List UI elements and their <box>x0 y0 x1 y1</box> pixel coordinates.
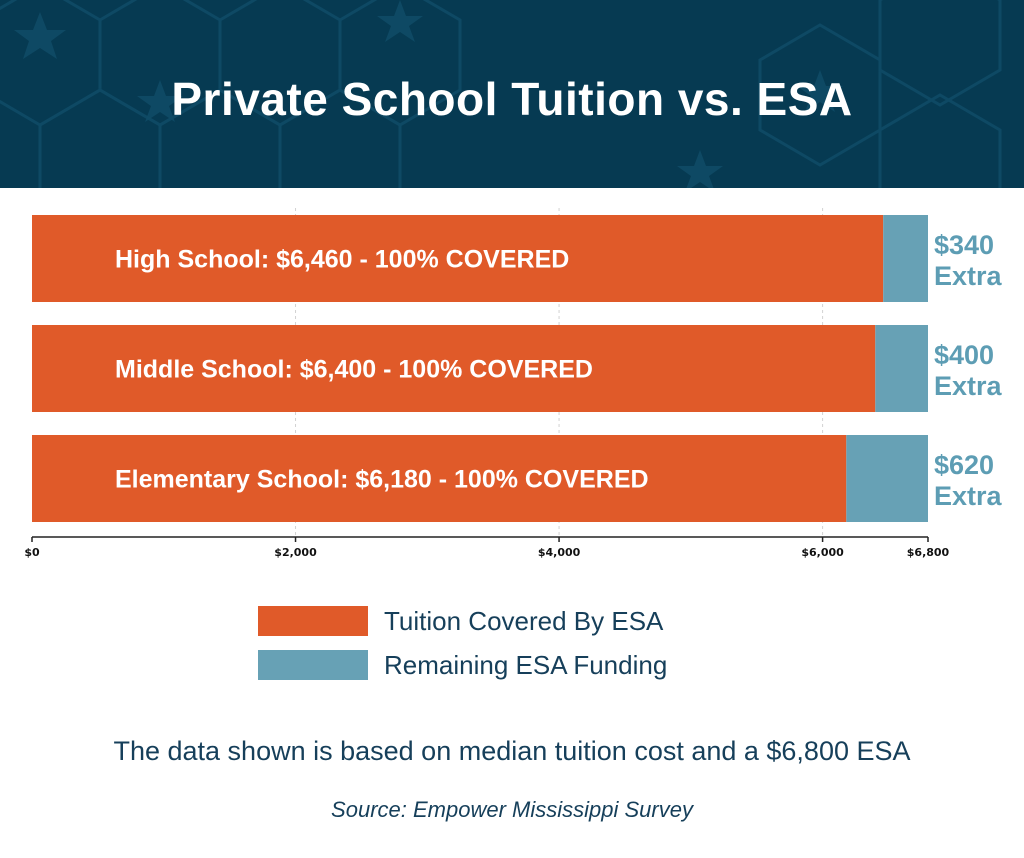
extra-amount-label: $400 <box>934 340 994 370</box>
x-tick-label: $4,000 <box>538 546 581 559</box>
x-tick-label: $2,000 <box>274 546 317 559</box>
source-citation: Source: Empower Mississippi Survey <box>331 797 693 822</box>
data-note: The data shown is based on median tuitio… <box>113 736 911 766</box>
extra-word-label: Extra <box>934 371 1003 401</box>
x-axis: $0 $2,000 $4,000 $6,000 $6,800 <box>24 536 950 559</box>
extra-amount-label: $340 <box>934 230 994 260</box>
bar-labels: High School: $6,460 - 100% COVERED Middle… <box>115 246 649 494</box>
extra-word-label: Extra <box>934 481 1003 511</box>
bar-chart: High School: $6,460 - 100% COVERED Middle… <box>24 208 1003 559</box>
chart-title: Private School Tuition vs. ESA <box>171 73 853 125</box>
bar-label: Middle School: $6,400 - 100% COVERED <box>115 356 593 384</box>
bar-remaining <box>875 325 928 412</box>
legend-item-remaining: Remaining ESA Funding <box>258 650 667 680</box>
bar-covered <box>32 435 847 522</box>
legend-swatch-remaining <box>258 650 368 680</box>
bar-covered <box>32 325 876 412</box>
header-banner: Private School Tuition vs. ESA <box>0 0 1024 188</box>
legend-label-remaining: Remaining ESA Funding <box>384 649 668 680</box>
legend-swatch-covered <box>258 606 368 636</box>
bar-label: Elementary School: $6,180 - 100% COVERED <box>115 466 649 494</box>
x-tick-label: $6,000 <box>801 546 844 559</box>
bar-remaining <box>846 435 928 522</box>
header-pattern <box>0 0 1002 188</box>
legend-label-covered: Tuition Covered By ESA <box>384 605 664 636</box>
bar-remaining <box>883 215 928 302</box>
x-tick-label: $0 <box>24 546 40 559</box>
bars <box>32 215 928 522</box>
bar-label: High School: $6,460 - 100% COVERED <box>115 246 569 274</box>
legend: Tuition Covered By ESA Remaining ESA Fun… <box>258 606 667 694</box>
x-tick-label: $6,800 <box>907 546 950 559</box>
extra-amount-label: $620 <box>934 450 994 480</box>
legend-item-covered: Tuition Covered By ESA <box>258 606 667 636</box>
bar-covered <box>32 215 884 302</box>
extra-word-label: Extra <box>934 261 1003 291</box>
